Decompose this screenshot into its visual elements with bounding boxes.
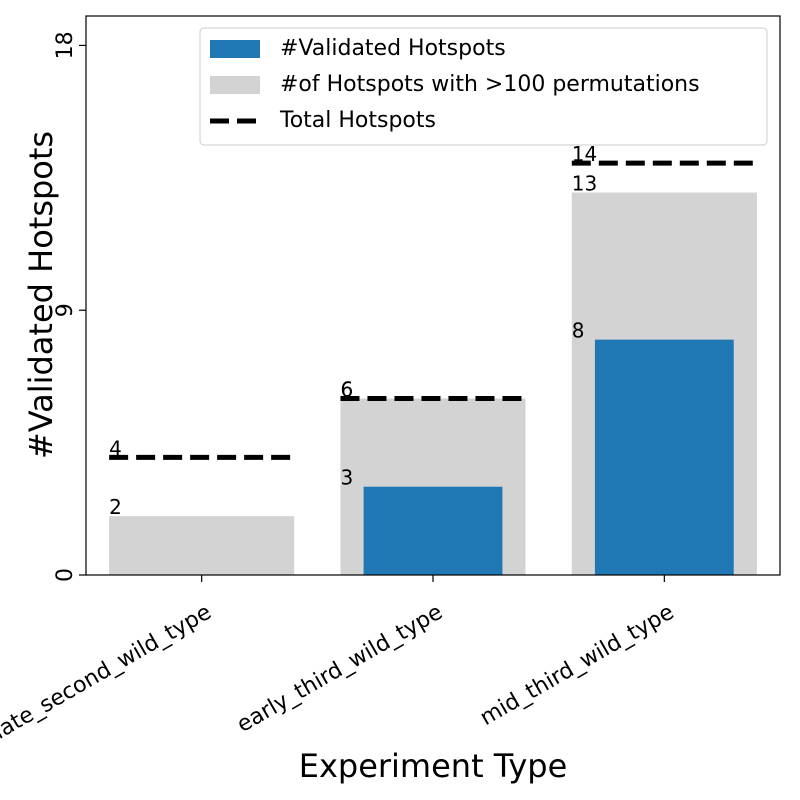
legend: #Validated Hotspots #of Hotspots with >10… [199, 27, 768, 146]
label-permutations-early_third_wild_type: 6 [340, 377, 353, 401]
legend-swatch-validated [210, 40, 260, 58]
y-axis: 0 9 18 [53, 31, 86, 582]
bar-validated-early_third_wild_type [363, 486, 503, 575]
lines-layer [109, 160, 757, 460]
label-total-late_second_wild_type: 4 [109, 436, 122, 460]
legend-label: #of Hotspots with >100 permutations [280, 72, 700, 97]
legend-label: #Validated Hotspots [280, 36, 506, 61]
bar-validated-mid_third_wild_type [594, 339, 734, 575]
legend-items: #Validated Hotspots #of Hotspots with >10… [210, 36, 700, 133]
label-total-mid_third_wild_type: 14 [572, 142, 597, 166]
y-tick-label: 9 [53, 303, 78, 317]
legend-frame [199, 27, 768, 146]
label-total-early_third_wild_type: 6 [340, 377, 353, 401]
bars-layer [109, 192, 757, 576]
y-axis-label: #Validated Hotspots [22, 131, 60, 459]
legend-label: Total Hotspots [279, 108, 436, 133]
label-permutations-mid_third_wild_type: 13 [572, 172, 597, 196]
x-axis-label: Experiment Type [299, 747, 568, 785]
legend-swatch-permutations [210, 76, 260, 94]
bar-permutations-late_second_wild_type [109, 516, 295, 575]
label-validated-early_third_wild_type: 3 [340, 466, 353, 490]
y-tick-label: 0 [53, 568, 78, 582]
label-validated-mid_third_wild_type: 8 [572, 319, 585, 343]
label-permutations-late_second_wild_type: 2 [109, 495, 122, 519]
y-tick-label: 18 [53, 31, 78, 59]
